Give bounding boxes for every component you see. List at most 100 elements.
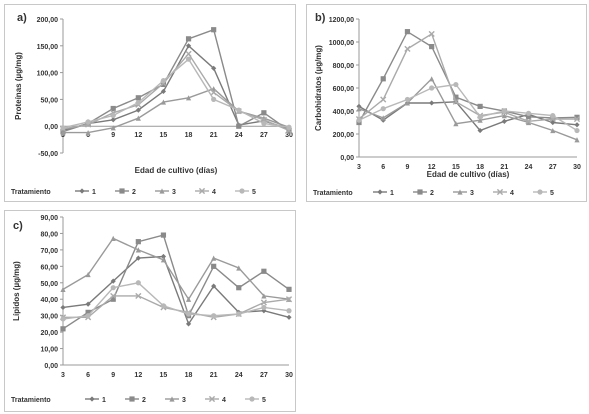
legend-label: 1 [102, 397, 106, 404]
data-point [525, 114, 532, 120]
x-tick-label: 12 [428, 164, 436, 171]
legend-label: 3 [470, 190, 474, 197]
series-5 [60, 56, 292, 131]
data-point [477, 114, 483, 120]
data-point [261, 110, 267, 116]
data-point [525, 110, 532, 116]
x-tick-label: 9 [405, 164, 409, 171]
data-point [110, 235, 116, 241]
y-tick-label: 20,00 [40, 330, 58, 337]
x-tick-label: 27 [260, 372, 268, 379]
data-point [429, 100, 435, 106]
data-point [236, 311, 242, 317]
data-point [380, 76, 386, 82]
legend-label: 5 [550, 190, 554, 197]
x-tick-label: 15 [160, 132, 168, 139]
data-point [160, 232, 167, 238]
y-tick-label: 80,00 [40, 231, 58, 238]
data-point [501, 108, 507, 114]
data-point [356, 106, 362, 112]
data-point [85, 309, 91, 315]
data-point [429, 76, 435, 82]
data-point [477, 103, 483, 109]
legend-title: Tratamiento [313, 190, 353, 197]
data-point [236, 123, 242, 129]
x-tick-label: 21 [210, 372, 218, 379]
data-point [286, 314, 292, 320]
data-point [261, 120, 267, 127]
data-point [574, 114, 580, 120]
data-point [404, 29, 411, 35]
data-point [135, 100, 141, 106]
data-point [236, 285, 242, 291]
data-point [452, 98, 459, 105]
data-point [60, 326, 66, 332]
data-point [110, 296, 116, 302]
data-point [210, 89, 217, 96]
panel-label: b) [315, 12, 326, 24]
legend-title: Tratamiento [11, 397, 51, 404]
data-point [429, 44, 435, 50]
legend-item: 5 [235, 188, 256, 196]
data-point [110, 285, 116, 291]
legend-item: 3 [165, 396, 186, 404]
data-point [211, 27, 217, 33]
data-point [574, 122, 580, 128]
legend-label: 3 [182, 397, 186, 404]
series-5 [60, 280, 292, 322]
x-tick-label: 27 [260, 132, 268, 139]
legend: Tratamiento 1 2 3 4 5 [11, 187, 256, 196]
data-point [60, 316, 66, 322]
series-line [62, 28, 290, 133]
chart-svg-c: 0,00 10,00 20,00 30,00 40,00 50,00 60,00 70,00 8… [11, 215, 293, 404]
data-point [160, 81, 167, 87]
legend-marker [169, 396, 175, 402]
series-5 [356, 81, 580, 134]
data-point [285, 296, 293, 303]
data-point [261, 118, 267, 124]
legend-item: 4 [493, 188, 514, 197]
legend-item: 1 [85, 396, 106, 404]
chart-panel-b: 0,00 200,00 400,00 600,00 800,00 1000,00 1200,… [306, 4, 587, 202]
legend-marker [239, 188, 245, 194]
data-point [356, 117, 362, 123]
data-point [550, 127, 556, 134]
legend-label: 4 [510, 190, 514, 197]
data-point [380, 115, 386, 121]
series-line [358, 101, 578, 132]
series-3 [356, 76, 580, 143]
data-point [286, 124, 292, 130]
data-point [135, 95, 141, 101]
data-point [110, 105, 116, 112]
data-point [135, 107, 141, 113]
x-tick-label: 24 [525, 164, 533, 171]
legend-label: 2 [430, 190, 434, 197]
data-point [160, 99, 167, 105]
legend-marker [129, 396, 135, 402]
data-point [286, 308, 292, 314]
data-point [525, 118, 532, 125]
data-point [453, 121, 459, 127]
data-point [574, 127, 580, 134]
data-point [404, 100, 411, 106]
data-point [477, 117, 483, 123]
data-point [573, 115, 581, 123]
data-point [185, 36, 192, 42]
legend-marker [89, 396, 95, 402]
data-point [236, 265, 242, 271]
y-tick-label: 60,00 [40, 264, 58, 271]
data-point [501, 113, 507, 119]
series-line [63, 87, 290, 134]
data-point [135, 239, 141, 245]
data-point [185, 56, 192, 62]
x-tick-label: 12 [134, 132, 142, 139]
legend: Tratamiento 1 2 3 4 5 [11, 395, 266, 404]
x-tick-label: 18 [476, 164, 484, 171]
data-point [160, 78, 167, 84]
series-line [62, 255, 290, 326]
data-point [85, 130, 91, 136]
legend-marker [496, 188, 504, 196]
x-tick-label: 21 [210, 132, 218, 139]
legend-marker [208, 395, 216, 403]
legend-item: 2 [125, 396, 146, 404]
